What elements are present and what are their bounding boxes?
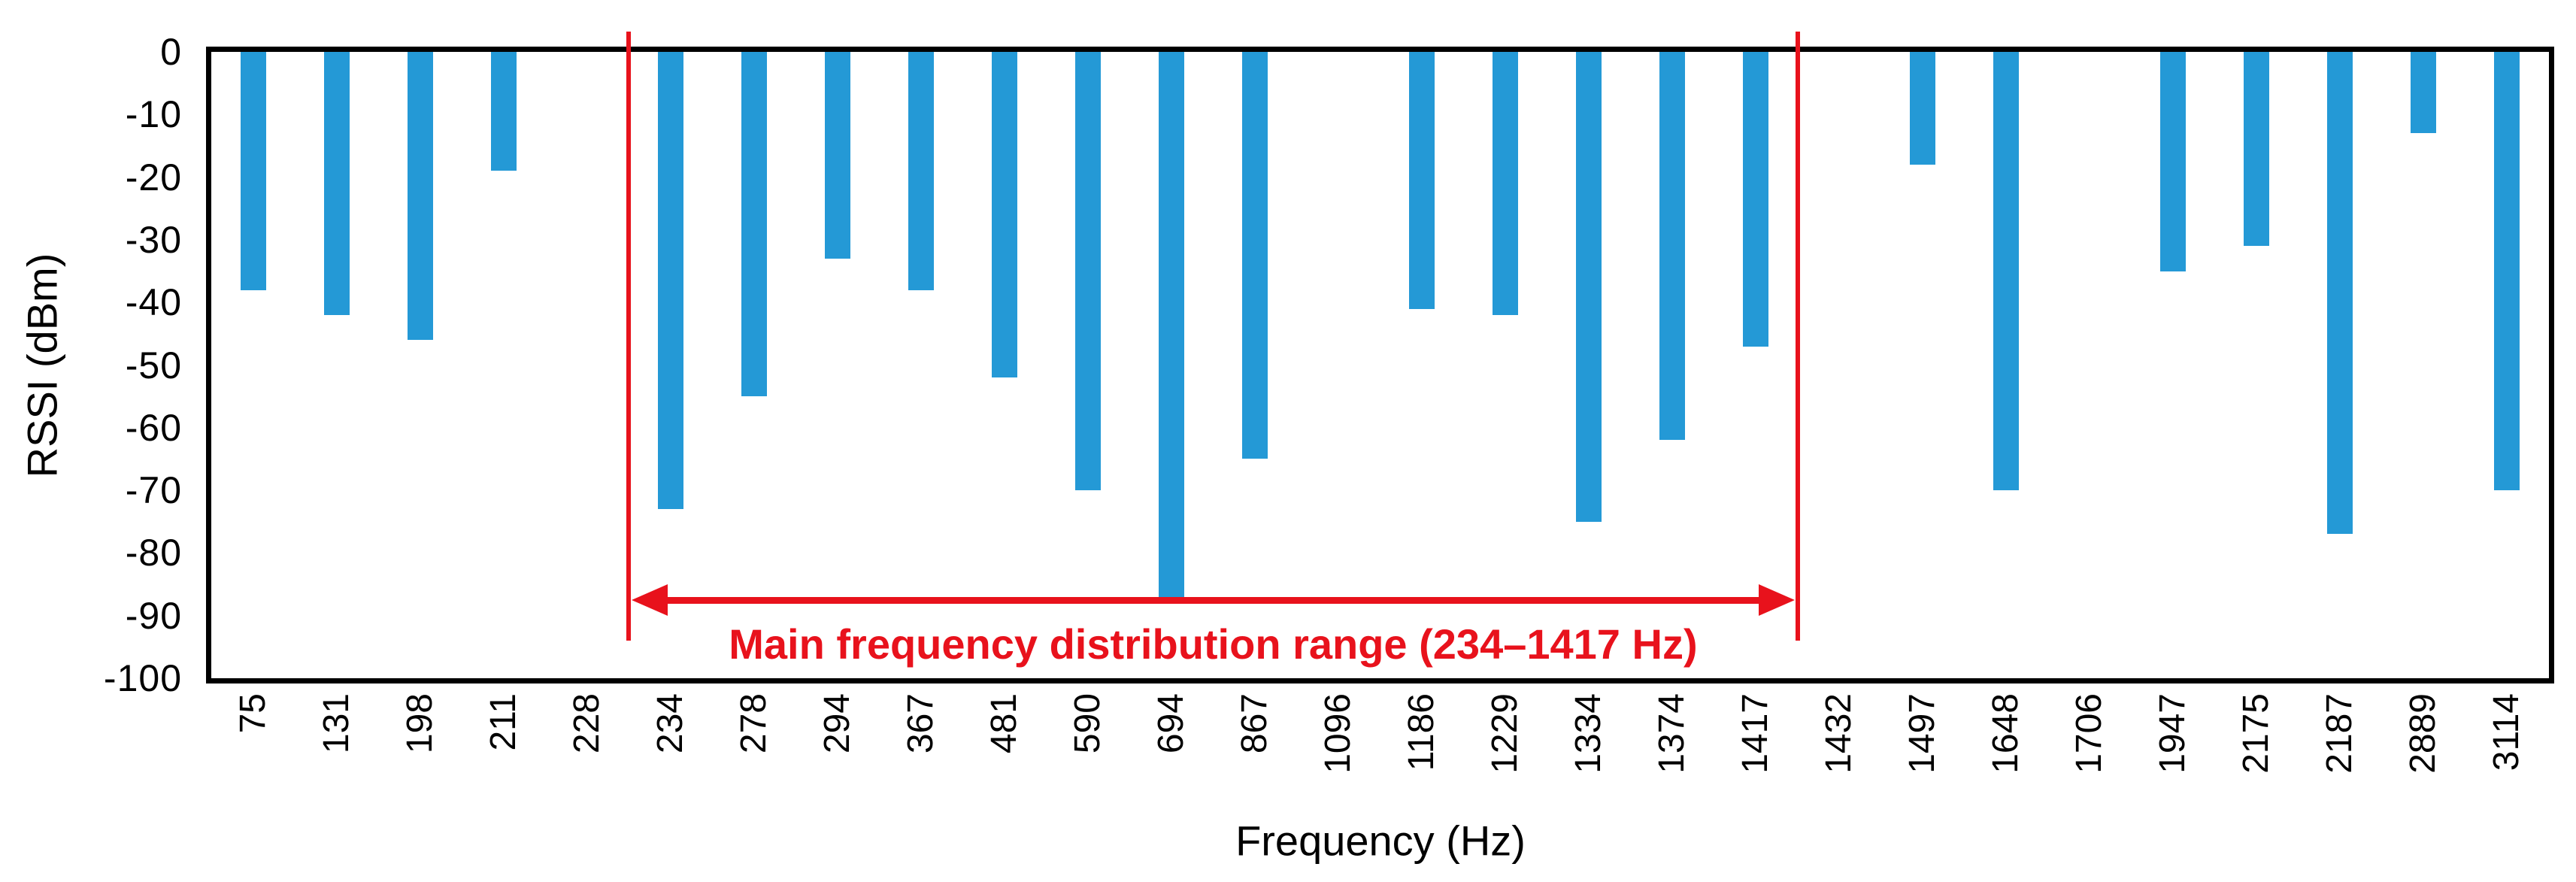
- x-tick-label: 481: [983, 693, 1024, 754]
- x-tick-label: 1706: [2069, 693, 2110, 774]
- y-tick-label: -90: [125, 594, 182, 637]
- bar: [991, 52, 1017, 378]
- x-tick-label: 1374: [1652, 693, 1693, 774]
- y-tick-label: 0: [160, 31, 182, 73]
- x-tick-label: 694: [1150, 693, 1191, 754]
- x-tick-label: 2175: [2236, 693, 2277, 774]
- y-tick-label: -70: [125, 469, 182, 512]
- bar: [1074, 52, 1101, 491]
- bar: [1659, 52, 1686, 441]
- x-axis-title: Frequency (Hz): [1235, 817, 1526, 865]
- bar: [1576, 52, 1602, 522]
- bar: [323, 52, 350, 315]
- x-tick-label: 1417: [1735, 693, 1776, 774]
- x-tick-label: 211: [483, 693, 523, 751]
- bar: [2327, 52, 2353, 535]
- bar: [1493, 52, 1519, 315]
- bar: [1409, 52, 1435, 309]
- x-tick-label: 1229: [1485, 693, 1526, 774]
- x-tick-label: 294: [817, 693, 857, 754]
- bar: [1241, 52, 1268, 459]
- bar: [824, 52, 850, 259]
- bar: [1910, 52, 1936, 165]
- bar: [1743, 52, 1769, 347]
- x-tick-label: 228: [566, 693, 607, 754]
- y-tick-label: -50: [125, 344, 182, 386]
- bar: [741, 52, 767, 397]
- bar: [657, 52, 683, 510]
- x-tick-label: 1432: [1819, 693, 1859, 774]
- bar: [908, 52, 934, 290]
- arrow-left-icon: [632, 583, 668, 616]
- x-tick-label: 2187: [2320, 693, 2360, 774]
- y-tick-label: -60: [125, 406, 182, 449]
- y-tick-label: -10: [125, 93, 182, 136]
- plot-area-border: [206, 47, 2554, 683]
- x-tick-label: 367: [900, 693, 941, 754]
- x-tick-label: 1186: [1402, 693, 1442, 771]
- bar: [2244, 52, 2270, 247]
- y-tick-label: -80: [125, 532, 182, 574]
- bar: [2160, 52, 2187, 271]
- x-tick-label: 1334: [1568, 693, 1609, 774]
- bar: [240, 52, 266, 290]
- x-tick-label: 278: [733, 693, 774, 754]
- bar: [490, 52, 517, 171]
- x-tick-label: 198: [399, 693, 440, 754]
- x-tick-label: 1947: [2153, 693, 2193, 774]
- bar: [1993, 52, 2020, 491]
- range-start-line: [626, 32, 632, 641]
- y-tick-label: -100: [103, 657, 182, 699]
- x-tick-label: 2889: [2403, 693, 2444, 774]
- y-tick-label: -40: [125, 281, 182, 324]
- arrow-right-icon: [1758, 583, 1795, 616]
- range-end-line: [1795, 32, 1800, 641]
- x-tick-label: 867: [1234, 693, 1274, 754]
- range-arrow-shaft: [660, 596, 1766, 604]
- x-tick-label: 234: [650, 693, 690, 754]
- x-tick-label: 1648: [1986, 693, 2026, 774]
- x-tick-label: 75: [232, 693, 273, 734]
- x-tick-label: 1096: [1317, 693, 1358, 774]
- x-tick-label: 1497: [1902, 693, 1943, 774]
- bar: [2494, 52, 2520, 491]
- range-annotation-label: Main frequency distribution range (234–1…: [729, 620, 1698, 668]
- bar: [1158, 52, 1184, 604]
- x-tick-label: 590: [1067, 693, 1108, 754]
- x-tick-label: 3114: [2487, 693, 2527, 771]
- x-tick-label: 131: [316, 693, 356, 754]
- y-tick-label: -30: [125, 218, 182, 261]
- y-tick-label: -20: [125, 156, 182, 199]
- bar: [407, 52, 433, 341]
- bar: [2411, 52, 2437, 134]
